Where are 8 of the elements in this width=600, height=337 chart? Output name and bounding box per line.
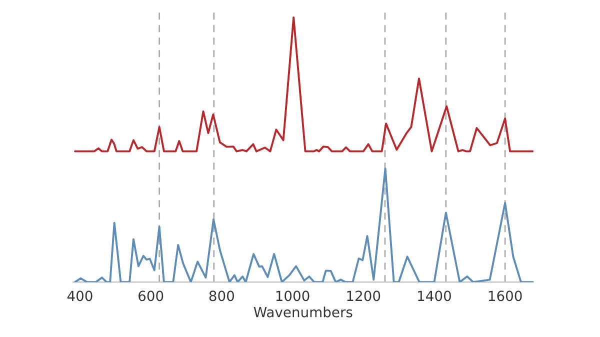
x-tick-label: 400	[67, 290, 92, 302]
x-tick-label: 1200	[347, 290, 380, 302]
x-axis-title: Wavenumbers	[254, 306, 352, 318]
x-tick-label: 800	[209, 290, 234, 302]
x-tick-label: 1600	[488, 290, 522, 302]
x-tick-label: 600	[138, 290, 164, 302]
x-tick-label: 1000	[276, 290, 310, 302]
x-tick-label: 1400	[418, 290, 451, 302]
